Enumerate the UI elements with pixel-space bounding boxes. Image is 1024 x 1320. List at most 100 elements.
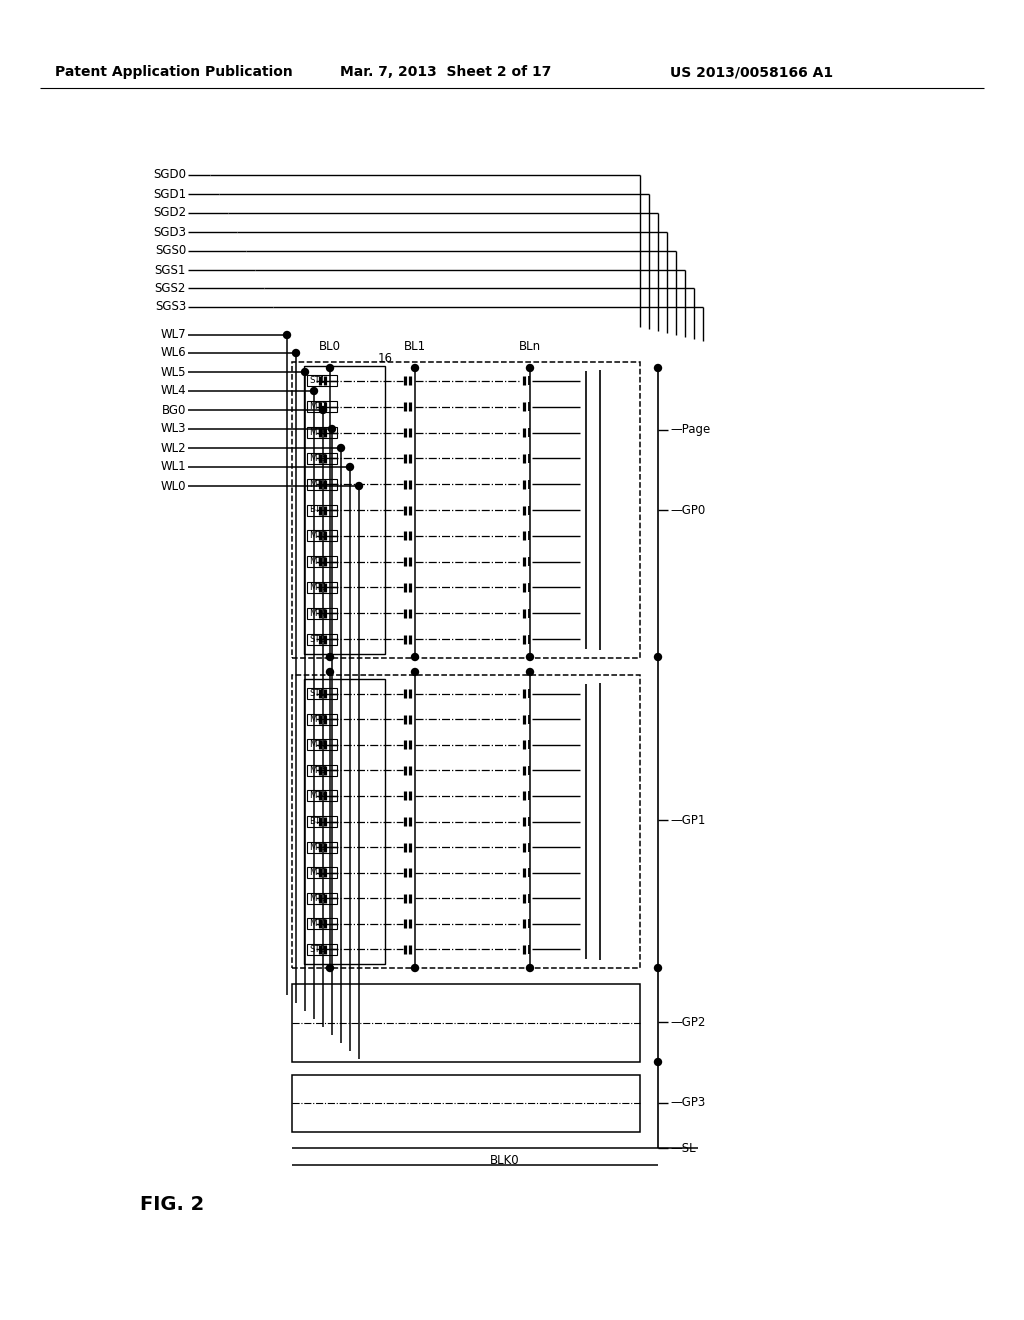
Text: —GP0: —GP0 bbox=[670, 503, 706, 516]
Bar bbox=[307, 375, 337, 387]
Text: ST2: ST2 bbox=[309, 635, 326, 644]
Bar bbox=[307, 428, 337, 438]
Text: —GP2: —GP2 bbox=[670, 1015, 706, 1028]
Text: MT7: MT7 bbox=[309, 715, 328, 723]
Bar bbox=[307, 892, 337, 904]
Text: MT2: MT2 bbox=[309, 557, 328, 566]
Circle shape bbox=[327, 668, 334, 676]
Circle shape bbox=[526, 965, 534, 972]
Text: —Page: —Page bbox=[670, 424, 711, 437]
Text: SGD3: SGD3 bbox=[153, 226, 186, 239]
Bar bbox=[304, 366, 385, 653]
Text: US 2013/0058166 A1: US 2013/0058166 A1 bbox=[670, 65, 834, 79]
Bar bbox=[307, 607, 337, 619]
Circle shape bbox=[310, 388, 317, 395]
Text: —GP3: —GP3 bbox=[670, 1097, 706, 1110]
Bar bbox=[307, 688, 337, 700]
Text: BT: BT bbox=[309, 817, 321, 826]
Text: WL7: WL7 bbox=[161, 329, 186, 342]
Text: WL1: WL1 bbox=[161, 461, 186, 474]
Circle shape bbox=[327, 965, 334, 972]
Text: —GP1: —GP1 bbox=[670, 813, 706, 826]
Circle shape bbox=[284, 331, 291, 338]
Circle shape bbox=[526, 668, 534, 676]
Circle shape bbox=[293, 350, 299, 356]
Bar bbox=[307, 739, 337, 750]
Circle shape bbox=[654, 653, 662, 660]
Text: SGS1: SGS1 bbox=[155, 264, 186, 276]
Text: SGD0: SGD0 bbox=[153, 169, 186, 181]
Text: BLK0: BLK0 bbox=[490, 1154, 519, 1167]
Bar bbox=[292, 983, 640, 1063]
Circle shape bbox=[327, 364, 334, 371]
Text: WL2: WL2 bbox=[161, 441, 186, 454]
Text: MT1: MT1 bbox=[309, 583, 328, 591]
Text: WL4: WL4 bbox=[161, 384, 186, 397]
Text: WL0: WL0 bbox=[161, 479, 186, 492]
Text: MT0: MT0 bbox=[309, 919, 328, 928]
Circle shape bbox=[654, 965, 662, 972]
Circle shape bbox=[412, 965, 419, 972]
Bar bbox=[307, 919, 337, 929]
Circle shape bbox=[654, 1059, 662, 1065]
Bar bbox=[307, 791, 337, 801]
Circle shape bbox=[654, 364, 662, 371]
Text: MT5: MT5 bbox=[309, 454, 328, 463]
Circle shape bbox=[412, 364, 419, 371]
Text: MT0: MT0 bbox=[309, 609, 328, 618]
Circle shape bbox=[338, 445, 344, 451]
Text: FIG. 2: FIG. 2 bbox=[140, 1196, 204, 1214]
Circle shape bbox=[327, 653, 334, 660]
Text: BLn: BLn bbox=[519, 341, 541, 354]
Circle shape bbox=[412, 668, 419, 676]
Text: BT: BT bbox=[309, 506, 321, 515]
Bar bbox=[307, 582, 337, 593]
Circle shape bbox=[319, 407, 327, 413]
Text: 16: 16 bbox=[378, 351, 392, 364]
Circle shape bbox=[346, 463, 353, 470]
Text: MT1: MT1 bbox=[309, 894, 328, 903]
Text: BL0: BL0 bbox=[319, 341, 341, 354]
Bar bbox=[307, 634, 337, 644]
Text: MT2: MT2 bbox=[309, 869, 328, 876]
Text: SGD2: SGD2 bbox=[153, 206, 186, 219]
Text: Patent Application Publication: Patent Application Publication bbox=[55, 65, 293, 79]
Bar bbox=[304, 678, 385, 964]
Text: MT3: MT3 bbox=[309, 532, 328, 540]
Circle shape bbox=[329, 425, 336, 433]
Circle shape bbox=[412, 653, 419, 660]
Bar bbox=[292, 675, 640, 968]
Text: MT7: MT7 bbox=[309, 403, 328, 412]
Bar bbox=[307, 842, 337, 853]
Text: BG0: BG0 bbox=[162, 404, 186, 417]
Bar bbox=[307, 944, 337, 954]
Text: —SL: —SL bbox=[670, 1142, 695, 1155]
Text: MT4: MT4 bbox=[309, 792, 328, 800]
Text: WL6: WL6 bbox=[161, 346, 186, 359]
Text: SGS0: SGS0 bbox=[155, 244, 186, 257]
Text: WL5: WL5 bbox=[161, 366, 186, 379]
Text: ST2: ST2 bbox=[309, 945, 326, 954]
Text: WL3: WL3 bbox=[161, 422, 186, 436]
Circle shape bbox=[301, 368, 308, 375]
Bar bbox=[307, 479, 337, 490]
Bar bbox=[307, 764, 337, 776]
Bar bbox=[307, 531, 337, 541]
Text: Mar. 7, 2013  Sheet 2 of 17: Mar. 7, 2013 Sheet 2 of 17 bbox=[340, 65, 551, 79]
Circle shape bbox=[526, 653, 534, 660]
Text: MT6: MT6 bbox=[309, 741, 328, 750]
Bar bbox=[307, 556, 337, 568]
Text: MT3: MT3 bbox=[309, 842, 328, 851]
Circle shape bbox=[355, 483, 362, 490]
Bar bbox=[292, 1074, 640, 1133]
Text: BL1: BL1 bbox=[403, 341, 426, 354]
Bar bbox=[307, 401, 337, 412]
Bar bbox=[307, 867, 337, 878]
Text: MT5: MT5 bbox=[309, 766, 328, 775]
Text: SGS3: SGS3 bbox=[155, 301, 186, 314]
Bar bbox=[307, 453, 337, 463]
Bar bbox=[292, 362, 640, 657]
Text: MT4: MT4 bbox=[309, 479, 328, 488]
Bar bbox=[307, 714, 337, 725]
Circle shape bbox=[526, 364, 534, 371]
